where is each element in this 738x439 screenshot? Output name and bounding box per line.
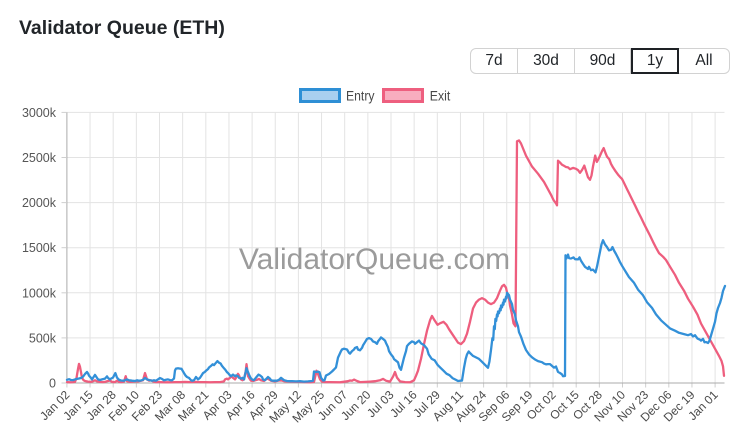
svg-text:Exit: Exit <box>430 89 451 104</box>
svg-text:3000k: 3000k <box>22 106 57 120</box>
svg-text:1500k: 1500k <box>22 241 57 255</box>
svg-text:2000k: 2000k <box>22 196 57 210</box>
svg-text:1000k: 1000k <box>22 286 57 300</box>
svg-text:ValidatorQueue.com: ValidatorQueue.com <box>239 243 510 276</box>
svg-text:0: 0 <box>49 377 56 391</box>
svg-text:Entry: Entry <box>346 89 375 104</box>
svg-text:500k: 500k <box>29 331 57 345</box>
svg-text:2500k: 2500k <box>22 151 57 165</box>
